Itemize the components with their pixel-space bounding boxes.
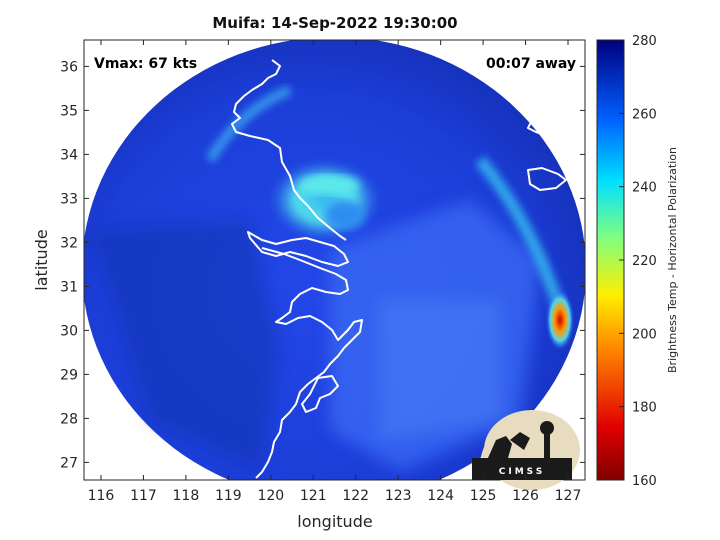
- y-tick-label: 28: [60, 411, 78, 427]
- x-tick-label: 124: [427, 488, 454, 504]
- y-tick-label: 33: [60, 191, 78, 207]
- colorbar-tick-label: 200: [632, 327, 657, 342]
- y-axis-ticks: 27 28 29 30 31 32 33 34 35 36: [60, 59, 585, 471]
- time-away-label: 00:07 away: [486, 56, 576, 72]
- vmax-label: Vmax: 67 kts: [94, 56, 197, 72]
- chart-title: Muifa: 14-Sep-2022 19:30:00: [212, 14, 457, 32]
- x-tick-label: 119: [215, 488, 242, 504]
- y-tick-label: 35: [60, 103, 78, 119]
- hot-spot: [546, 290, 574, 350]
- rainband-north: [205, 85, 292, 163]
- coastline: [231, 40, 585, 479]
- colorbar-tick-label: 280: [632, 34, 657, 49]
- land-dark-region: [90, 220, 280, 470]
- y-tick-label: 31: [60, 279, 78, 295]
- colorbar-tick-label: 260: [632, 107, 657, 122]
- x-tick-label: 127: [555, 488, 582, 504]
- y-tick-label: 29: [60, 367, 78, 383]
- x-tick-label: 120: [257, 488, 284, 504]
- x-tick-label: 125: [470, 488, 497, 504]
- x-axis-label: longitude: [297, 512, 372, 531]
- rainband-east: [475, 156, 566, 312]
- x-tick-label: 122: [342, 488, 369, 504]
- colorbar-label: Brightness Temp - Horizontal Polarizatio…: [666, 147, 679, 373]
- eye-core: [325, 201, 365, 229]
- x-tick-label: 116: [88, 488, 115, 504]
- eye-convection: [270, 160, 380, 240]
- colorbar-tick-label: 180: [632, 401, 657, 416]
- y-tick-label: 32: [60, 235, 78, 251]
- colorbar-tick-label: 220: [632, 254, 657, 269]
- colorbar: 160 180 200 220 240 260 280 Brightness Temp - …: [596, 34, 679, 489]
- x-axis-ticks: 116 117 118 119 120 121 122 123 124 125 126 127: [88, 40, 582, 504]
- y-tick-label: 36: [60, 59, 78, 75]
- y-axis-label: latitude: [32, 229, 51, 290]
- y-tick-label: 30: [60, 323, 78, 339]
- x-tick-label: 126: [512, 488, 539, 504]
- colorbar-ticks: 160 180 200 220 240 260 280: [619, 34, 657, 489]
- eye-cyan-band: [300, 175, 360, 195]
- x-tick-label: 121: [300, 488, 327, 504]
- ocean-lighter-region: [380, 300, 500, 440]
- axes-frame: [83, 39, 586, 481]
- colorbar-tick-label: 160: [632, 474, 657, 489]
- y-tick-label: 27: [60, 455, 78, 471]
- x-tick-label: 117: [130, 488, 157, 504]
- cimss-logo: CIMSS: [472, 410, 580, 490]
- logo-text: CIMSS: [499, 467, 545, 477]
- x-tick-label: 123: [385, 488, 412, 504]
- y-tick-label: 34: [60, 147, 78, 163]
- plot-area: Vmax: 67 kts 00:07 away CIMSS 116 117 118 1…: [60, 39, 586, 504]
- x-tick-label: 118: [173, 488, 200, 504]
- colorbar-tick-label: 240: [632, 181, 657, 196]
